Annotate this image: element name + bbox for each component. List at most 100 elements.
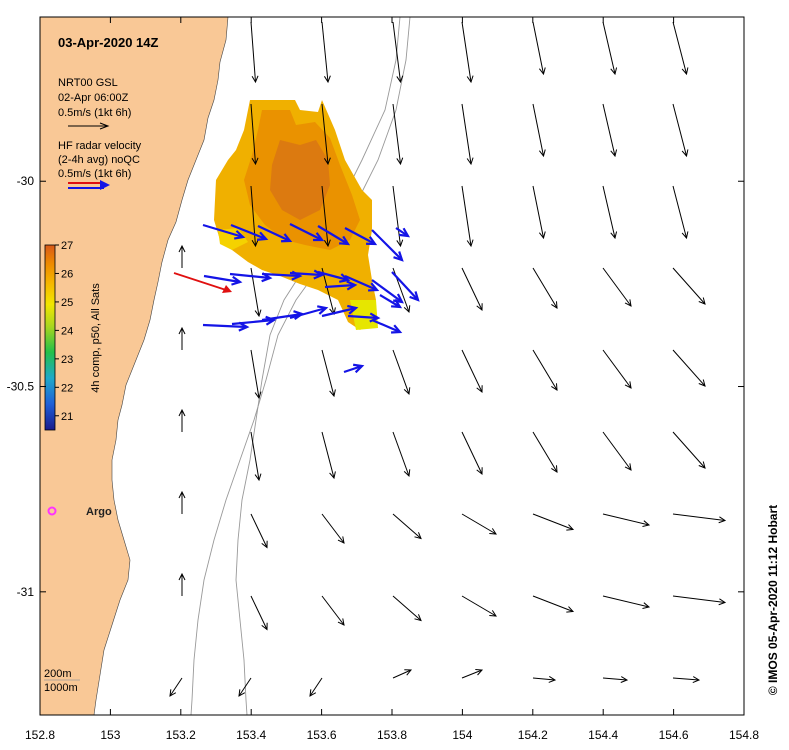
model-arrow	[532, 103, 546, 158]
model-arrow	[238, 677, 252, 697]
model-arrow	[672, 513, 727, 524]
x-axis: 152.8 153 153.2 153.4 153.6 153.8 154 154.2 154.…	[25, 17, 759, 742]
model-arrow	[602, 431, 632, 471]
model-arrow	[392, 349, 411, 396]
sst-patch	[214, 100, 378, 330]
model-arrow	[672, 676, 701, 683]
y-axis: -30 -30.5 -31	[7, 174, 744, 599]
colorbar-tick-label: 27	[61, 240, 73, 252]
model-arrow	[461, 267, 483, 312]
radar-arrow	[371, 229, 404, 262]
colorbar-tick-label: 21	[61, 411, 73, 423]
model-arrow	[672, 103, 689, 158]
model-arrow	[532, 185, 546, 240]
y-tick-label: -31	[17, 585, 35, 599]
hf-radar-arrows	[202, 223, 420, 374]
model-arrow	[602, 349, 632, 389]
colorbar-tick-label: 23	[61, 354, 73, 366]
model-arrow	[169, 677, 183, 697]
model-arrow	[672, 431, 706, 469]
model-arrow	[321, 513, 345, 544]
radar-arrow	[344, 227, 378, 246]
model-arrow	[250, 21, 259, 84]
radar-arrow	[343, 363, 365, 374]
model-arrow	[321, 103, 331, 166]
y-tick-label: -30	[17, 174, 35, 188]
radar-arrow	[379, 294, 403, 309]
model-arrow	[602, 103, 618, 158]
model-arrow	[250, 595, 268, 631]
radar-arrow	[289, 269, 325, 280]
colorbar-tick-label: 22	[61, 382, 73, 394]
bathy-label-1000m: 1000m	[44, 682, 78, 694]
radar-arrow	[203, 274, 243, 286]
model-arrow	[461, 21, 474, 84]
argo-label: Argo	[86, 506, 112, 518]
radar-arrow	[231, 315, 277, 326]
x-tick-label: 152.8	[25, 728, 55, 742]
model-arrow	[309, 677, 323, 697]
colorbar-label: 4h comp, p50, All Sats	[90, 283, 102, 393]
model-arrow	[672, 349, 706, 387]
radar-arrow	[257, 225, 293, 243]
model-arrow	[461, 668, 484, 679]
model-label: NRT00 GSL	[58, 77, 118, 89]
model-arrow	[532, 676, 557, 683]
model-current-arrows	[169, 21, 727, 697]
model-arrow	[321, 185, 331, 248]
colorbar-tick-label: 25	[61, 297, 73, 309]
model-arrow	[321, 431, 336, 480]
land-mass	[40, 17, 229, 715]
radar-arrow	[317, 270, 351, 283]
model-arrow	[672, 21, 689, 76]
model-arrow	[392, 595, 422, 622]
model-arrow	[602, 595, 651, 610]
model-arrow	[532, 349, 558, 391]
x-tick-label: 153.2	[166, 728, 196, 742]
model-arrow	[392, 669, 413, 679]
model-arrow	[461, 431, 483, 476]
radar-arrow	[391, 271, 420, 302]
model-arrow	[321, 21, 331, 84]
model-arrow	[178, 408, 186, 432]
colorbar-tick-label: 26	[61, 268, 73, 280]
model-arrow	[250, 513, 268, 549]
model-arrow	[392, 431, 411, 478]
radar-arrow	[289, 305, 329, 320]
model-arrow	[602, 21, 618, 76]
x-tick-label: 154.6	[659, 728, 689, 742]
x-tick-label: 154.8	[729, 728, 759, 742]
red-current-arrow	[173, 272, 232, 293]
map-title: 03-Apr-2020 14Z	[58, 35, 158, 50]
model-arrow	[461, 513, 497, 535]
colorbar-tick-label: 24	[61, 325, 73, 337]
model-arrow	[532, 267, 558, 309]
x-tick-label: 153.4	[236, 728, 266, 742]
isobath-200m	[235, 17, 401, 715]
model-arrow	[532, 21, 546, 76]
model-arrow	[250, 185, 259, 248]
model-arrow	[602, 676, 629, 683]
model-scale: 0.5m/s (1kt 6h)	[58, 107, 131, 119]
model-arrow	[178, 572, 186, 596]
x-tick-label: 153.8	[377, 728, 407, 742]
model-arrow	[602, 267, 632, 307]
model-arrow	[602, 513, 651, 528]
model-arrow	[461, 349, 483, 394]
model-arrow	[178, 326, 186, 350]
model-arrow	[672, 185, 689, 240]
radar-scale: 0.5m/s (1kt 6h)	[58, 168, 131, 180]
model-arrow	[532, 513, 575, 531]
model-arrow	[321, 349, 336, 398]
x-tick-label: 153.6	[307, 728, 337, 742]
model-arrow	[392, 103, 404, 166]
model-time: 02-Apr 06:00Z	[58, 92, 129, 104]
radar-arrow	[202, 223, 246, 240]
x-tick-label: 154.4	[588, 728, 618, 742]
radar-label-1: HF radar velocity	[58, 140, 142, 152]
model-arrow	[461, 103, 474, 166]
x-tick-label: 154.2	[518, 728, 548, 742]
model-arrow	[250, 431, 262, 482]
model-arrow	[250, 103, 259, 166]
y-tick-label: -30.5	[7, 380, 35, 394]
